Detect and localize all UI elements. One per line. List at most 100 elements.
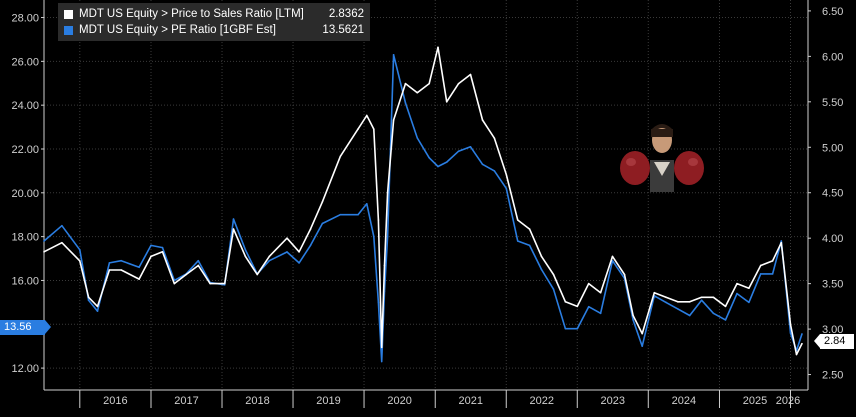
pe-data-point — [380, 360, 383, 363]
pe-data-point — [357, 213, 359, 216]
legend-value-pe: 13.5621 — [322, 24, 364, 36]
pe-data-point — [611, 259, 614, 262]
pe-data-point — [404, 102, 407, 104]
ps-data-point — [457, 82, 460, 85]
legend-swatch-ps — [64, 9, 73, 19]
ps-data-point — [150, 255, 152, 258]
ps-data-point — [339, 155, 342, 158]
pe-data-point — [576, 327, 579, 330]
ps-data-point — [445, 101, 448, 103]
series-layer — [43, 46, 803, 363]
ps-data-point — [795, 353, 798, 356]
ps-data-point — [380, 346, 383, 349]
pe-data-point — [771, 273, 774, 275]
ps-data-point — [43, 251, 45, 253]
pe-data-point — [736, 292, 738, 295]
pe-data-point — [540, 268, 543, 271]
ps-data-point — [724, 305, 727, 308]
right-tick-label: 5.00 — [822, 142, 843, 154]
chart-legend: MDT US Equity > Price to Sales Ratio [LT… — [58, 3, 370, 41]
ps-data-point — [173, 282, 176, 285]
ps-data-point — [321, 201, 324, 203]
ps-data-point — [564, 301, 567, 303]
pe-data-point — [309, 244, 312, 247]
pe-data-point — [372, 235, 375, 238]
ps-data-point — [161, 251, 164, 253]
pe-data-point — [223, 284, 226, 286]
pe-data-point — [724, 319, 727, 321]
pe-data-point — [665, 301, 667, 304]
ps-data-point — [641, 332, 644, 335]
pe-data-point — [161, 246, 164, 249]
ps-data-point — [759, 264, 762, 267]
pe-data-point — [445, 161, 448, 163]
pe-data-point — [677, 308, 679, 310]
right-tick-label: 3.50 — [822, 279, 843, 291]
left-tick-label: 24.00 — [11, 100, 39, 112]
ps-data-point — [232, 228, 235, 230]
ps-data-point — [223, 282, 226, 285]
ps-data-point — [78, 260, 81, 262]
pe-data-point — [748, 301, 750, 304]
right-tick-label: 3.00 — [822, 324, 843, 336]
pe-data-point — [700, 299, 703, 301]
pe-data-point — [759, 273, 762, 275]
ps-data-point — [209, 282, 211, 285]
right-tick-label: 4.00 — [822, 233, 843, 245]
ps-data-point — [688, 301, 691, 303]
pe-data-point — [552, 288, 555, 291]
pe-data-point — [78, 248, 81, 251]
pe-data-point — [587, 305, 590, 308]
ps-data-point — [392, 119, 395, 121]
ps-data-point — [377, 219, 380, 221]
ps-data-point — [700, 296, 703, 299]
pe-data-point — [96, 310, 99, 312]
ps-data-point — [736, 282, 738, 285]
ps-data-point — [197, 264, 200, 267]
ps-data-point — [386, 191, 389, 194]
right-tick-label: 6.00 — [822, 51, 843, 63]
pe-data-point — [712, 312, 715, 315]
ps-data-point — [801, 342, 803, 345]
ps-data-point — [505, 173, 508, 176]
pe-last-value-tag: 13.56 — [0, 320, 51, 335]
ps-data-point — [677, 301, 679, 303]
grid-lines — [44, 0, 808, 390]
legend-item-pe: MDT US Equity > PE Ratio [1GBF Est] 13.5… — [64, 22, 364, 38]
pe-data-point — [516, 240, 519, 242]
x-tick-label: 2026 — [776, 395, 800, 407]
ps-data-point — [428, 82, 431, 85]
ps-data-point — [120, 269, 123, 271]
pe-data-point — [268, 259, 271, 262]
ps-data-point — [632, 314, 634, 317]
ps-data-point — [653, 291, 656, 294]
ps-data-point — [437, 46, 439, 49]
x-tick-label: 2016 — [103, 395, 127, 407]
ps-last-value-tag: 2.84 — [814, 334, 854, 349]
ps-data-point — [298, 251, 300, 253]
pe-data-point — [599, 312, 602, 315]
pe-data-point — [87, 299, 90, 301]
left-tick-label: 22.00 — [11, 144, 39, 156]
right-tick-label: 5.50 — [822, 97, 843, 109]
pe-data-point — [493, 170, 496, 172]
ps-data-point — [516, 219, 519, 221]
pe-data-point — [416, 137, 419, 139]
pe-data-point — [232, 218, 235, 220]
pe-data-point — [138, 266, 140, 269]
pe-data-point — [641, 345, 644, 347]
ps-data-point — [665, 296, 667, 299]
ps-data-point — [286, 237, 288, 239]
ps-data-point — [587, 282, 590, 285]
x-tick-label: 2019 — [316, 395, 340, 407]
ps-data-point — [96, 305, 99, 308]
left-tick-label: 28.00 — [11, 13, 39, 25]
ps-data-point — [108, 269, 111, 271]
pe-data-point — [61, 224, 63, 227]
boxer-sticker-image — [620, 124, 704, 192]
pe-data-point — [780, 240, 783, 242]
ps-data-point — [599, 291, 602, 294]
ps-data-point — [712, 296, 715, 299]
legend-value-ps: 2.8362 — [328, 8, 364, 20]
x-tick-label: 2025 — [743, 395, 767, 407]
